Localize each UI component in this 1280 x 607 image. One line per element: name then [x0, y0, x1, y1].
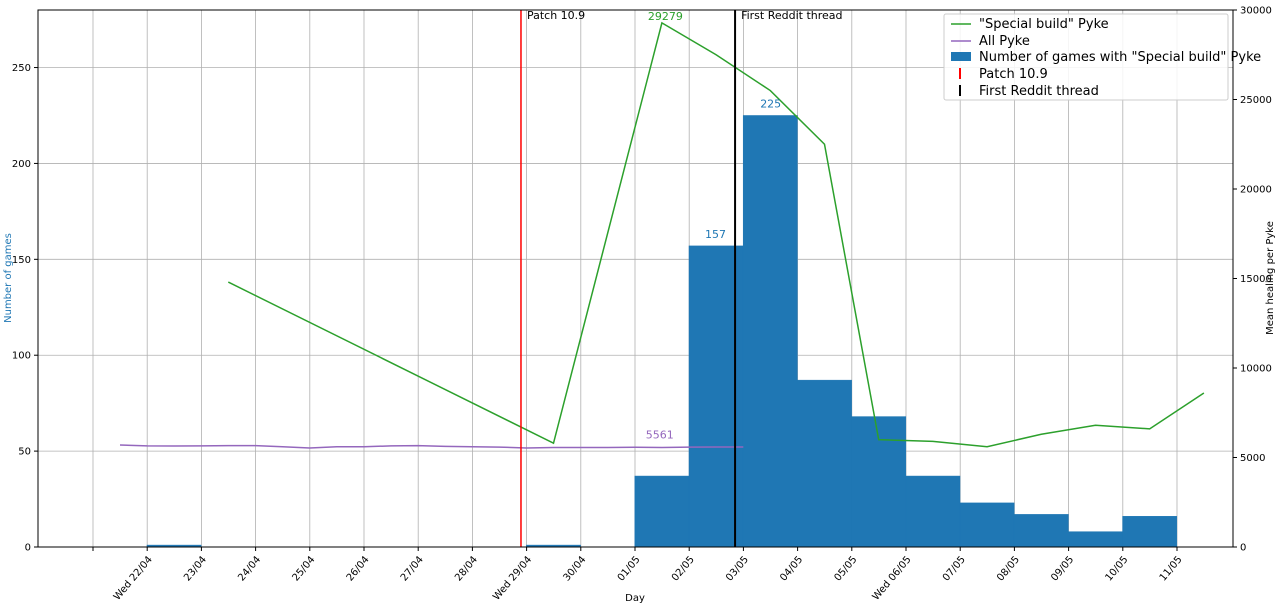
x-tick-label: Wed 22/04 [112, 554, 155, 602]
x-tick-label: 08/05 [995, 554, 1022, 583]
x-tick-label: Wed 29/04 [491, 554, 534, 602]
legend-label-all-pyke: All Pyke [979, 34, 1030, 49]
data-label: 29279 [648, 10, 683, 23]
y-right-tick-label: 10000 [1240, 364, 1272, 375]
data-label: 157 [705, 228, 726, 241]
x-tick-label: 11/05 [1158, 554, 1185, 583]
y-axis-right-title: Mean healing per Pyke [1265, 221, 1276, 335]
y-left-tick-label: 200 [12, 159, 31, 170]
bar [1013, 514, 1069, 548]
legend-swatch-games [951, 52, 971, 61]
series-line-all-pyke [119, 444, 744, 449]
x-tick-label: 09/05 [1049, 554, 1076, 583]
annotations-layer: 29279 157 225 5561 [646, 10, 781, 442]
x-tick-label: Wed 06/05 [871, 554, 914, 602]
legend-label-reddit: First Reddit thread [979, 84, 1099, 99]
y-left-tick-label: 250 [12, 63, 31, 74]
bars-layer [146, 115, 1178, 548]
bar [797, 379, 852, 548]
y-left-tick-label: 50 [18, 447, 31, 458]
x-tick-label: 24/04 [236, 554, 263, 583]
y-right-tick-label: 20000 [1240, 185, 1272, 196]
x-tick-label: 04/05 [778, 554, 805, 583]
lines-layer [119, 21, 1205, 449]
x-tick-label: 28/04 [453, 554, 480, 583]
vline-label-patch: Patch 10.9 [527, 9, 585, 22]
bar [634, 475, 690, 548]
data-label: 5561 [646, 428, 674, 441]
x-tick-label: 07/05 [941, 554, 968, 583]
x-tick-label: 26/04 [345, 554, 372, 583]
x-tick-label: 03/05 [724, 554, 751, 583]
x-tick-label: 25/04 [291, 554, 318, 583]
x-tick-label: 02/05 [670, 554, 697, 583]
y-left-tick-label: 100 [12, 351, 31, 362]
x-tick-label: 10/05 [1104, 554, 1131, 583]
y-right-tick-label: 15000 [1240, 274, 1272, 285]
legend-label-games: Number of games with "Special build" Pyk… [979, 50, 1261, 65]
x-tick-label: 27/04 [399, 554, 426, 583]
y-left-tick-label: 0 [25, 543, 31, 554]
data-label: 225 [760, 97, 781, 110]
y-right-tick-label: 5000 [1240, 453, 1265, 464]
y-left-tick-label: 150 [12, 255, 31, 266]
bar [905, 475, 961, 548]
bar [959, 502, 1015, 548]
x-tick-label: 30/04 [562, 554, 589, 583]
x-axis-title: Day [625, 593, 645, 604]
vlines-layer: Patch 10.9 First Reddit thread [520, 9, 843, 547]
vline-label-reddit: First Reddit thread [741, 9, 842, 22]
series-line-special-build [227, 21, 1205, 448]
y-right-tick-label: 0 [1240, 543, 1246, 554]
legend-label-patch: Patch 10.9 [979, 67, 1048, 82]
bar [1122, 516, 1178, 548]
y-right-tick-label: 30000 [1240, 6, 1272, 17]
bar [742, 115, 798, 548]
legend-label-special-build: "Special build" Pyke [979, 17, 1109, 32]
y-axis-left-title: Number of games [3, 233, 14, 323]
legend: "Special build" Pyke All Pyke Number of … [943, 13, 1261, 101]
y-right-tick-label: 25000 [1240, 95, 1272, 106]
x-tick-label: 05/05 [833, 554, 860, 583]
bar [1068, 531, 1123, 548]
x-tick-label: 23/04 [182, 554, 209, 583]
legend-box [943, 13, 1229, 101]
x-tick-label: 01/05 [616, 554, 643, 583]
